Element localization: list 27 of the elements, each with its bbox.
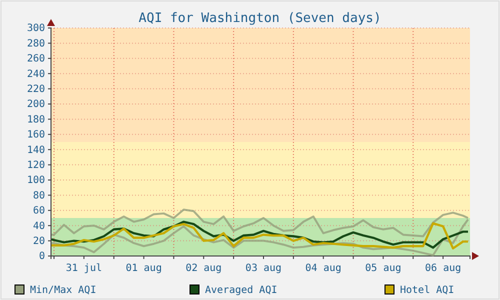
legend-label: Min/Max AQI [30, 285, 96, 296]
y-tick-label: 60 [32, 206, 45, 217]
legend-label: Averaged AQI [205, 285, 278, 296]
chart-title: AQI for Washington (Seven days) [138, 11, 382, 26]
y-tick-label: 120 [26, 160, 45, 171]
x-tick-label: 06 aug [425, 263, 462, 274]
y-tick-label: 180 [26, 114, 45, 126]
y-tick-label: 240 [26, 68, 45, 80]
y-tick-label: 160 [26, 130, 45, 141]
y-tick-label: 300 [26, 23, 45, 34]
x-tick-label: 01 aug [126, 263, 162, 274]
y-tick-label: 20 [32, 236, 45, 247]
y-tick-label: 100 [26, 175, 45, 186]
y-tick-label: 220 [26, 84, 45, 95]
y-tick-label: 260 [26, 54, 45, 65]
y-tick-label: 80 [32, 190, 45, 202]
legend-label: Hotel AQI [400, 285, 454, 296]
y-tick-label: 280 [26, 38, 45, 50]
x-tick-label: 05 aug [365, 263, 402, 274]
x-tick-label: 03 aug [245, 263, 282, 274]
y-tick-label: 200 [26, 99, 45, 110]
y-tick-label: 0 [38, 251, 45, 262]
y-tick-label: 40 [32, 220, 45, 232]
y-tick-label: 140 [26, 144, 45, 156]
x-tick-label: 04 aug [305, 263, 342, 274]
x-tick-label: 31 jul [66, 263, 102, 274]
x-tick-label: 02 aug [186, 263, 222, 274]
